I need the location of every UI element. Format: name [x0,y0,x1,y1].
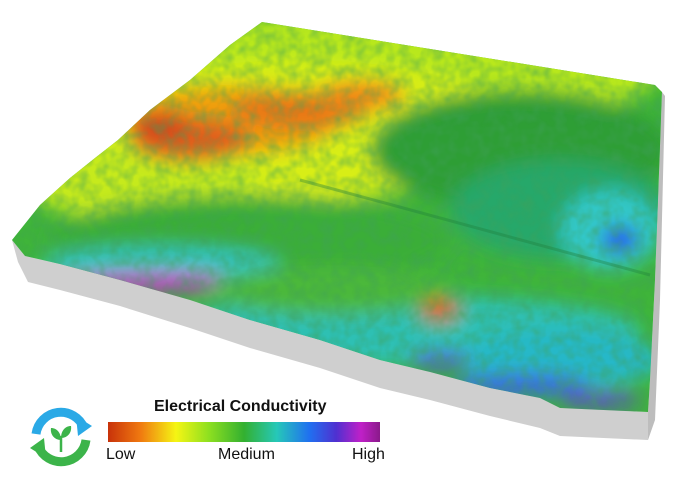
legend-low-label: Low [106,446,136,463]
field-slab-side-shade [648,92,665,440]
legend-high-label: High [352,446,385,463]
recycle-leaf-icon [30,407,92,467]
legend-title: Electrical Conductivity [154,398,327,415]
field-slab-side [12,240,648,440]
legend-medium-label: Medium [218,446,275,463]
legend-gradient-bar [108,422,380,442]
